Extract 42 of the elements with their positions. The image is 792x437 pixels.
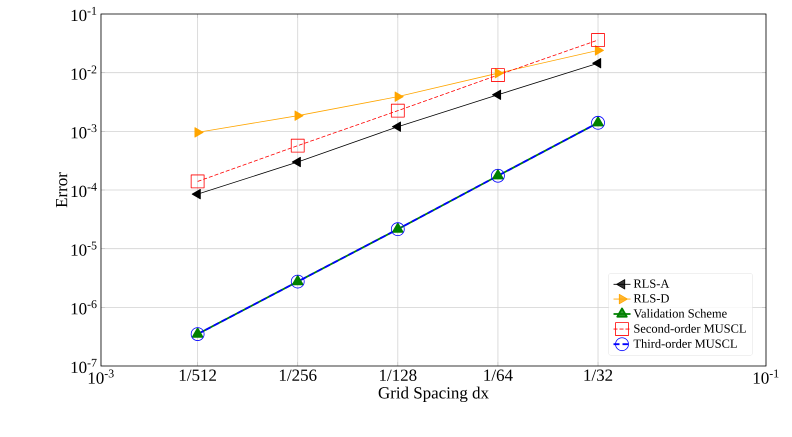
x-tick-label: 10$^{-1}$ <box>754 370 778 384</box>
point <box>594 45 604 56</box>
point <box>190 174 205 188</box>
point <box>492 90 502 100</box>
point <box>392 222 404 233</box>
y-tick-label: 10$^{-5}$ <box>72 242 97 256</box>
point <box>591 116 605 130</box>
x-tick-label: 1/256 <box>280 370 317 381</box>
x-tick-label: 1/128 <box>380 370 416 381</box>
legend-label: RLS-D <box>634 294 669 303</box>
x-tick-label: 1/32 <box>584 370 612 381</box>
point <box>290 138 305 153</box>
x-tick-label: 1/512 <box>180 370 216 381</box>
legend-label: Validation Scheme <box>634 308 727 318</box>
point <box>290 274 305 288</box>
point <box>592 116 604 126</box>
point <box>390 222 405 236</box>
point <box>292 156 301 168</box>
point <box>190 327 205 341</box>
point <box>292 275 304 286</box>
point <box>192 189 201 200</box>
point <box>492 169 504 180</box>
legend-label: RLS-A <box>634 279 670 288</box>
x-axis-title: Grid Spacing dx <box>378 386 489 402</box>
y-axis-title: Error <box>56 172 68 208</box>
x-tick-label: 1/64 <box>484 370 513 381</box>
y-tick-label: 10$^{-1}$ <box>72 6 96 22</box>
point <box>592 58 602 68</box>
y-tick-label: 10$^{-4}$ <box>72 182 97 198</box>
y-tick-label: 10$^{-6}$ <box>72 300 97 314</box>
point <box>491 168 505 183</box>
point <box>394 92 404 102</box>
y-tick-label: 10$^{-3}$ <box>72 124 97 138</box>
point <box>194 127 204 138</box>
point <box>494 68 504 78</box>
y-tick-label: 10$^{-2}$ <box>72 66 96 80</box>
point <box>192 328 204 338</box>
point <box>390 104 405 118</box>
legend-label: Second-order MUSCL <box>634 324 746 333</box>
point <box>591 33 605 47</box>
point <box>491 68 505 82</box>
legend-label: Third-order MUSCL <box>634 339 737 348</box>
